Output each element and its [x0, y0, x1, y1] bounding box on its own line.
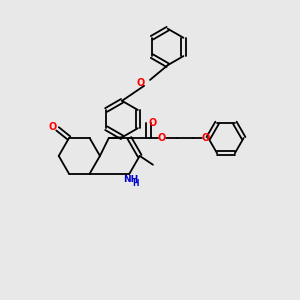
Text: H: H	[133, 179, 139, 188]
Text: O: O	[149, 118, 157, 128]
Text: O: O	[136, 78, 145, 88]
Text: NH: NH	[123, 175, 139, 184]
Text: O: O	[158, 133, 166, 143]
Text: O: O	[49, 122, 57, 132]
Text: O: O	[201, 133, 209, 143]
